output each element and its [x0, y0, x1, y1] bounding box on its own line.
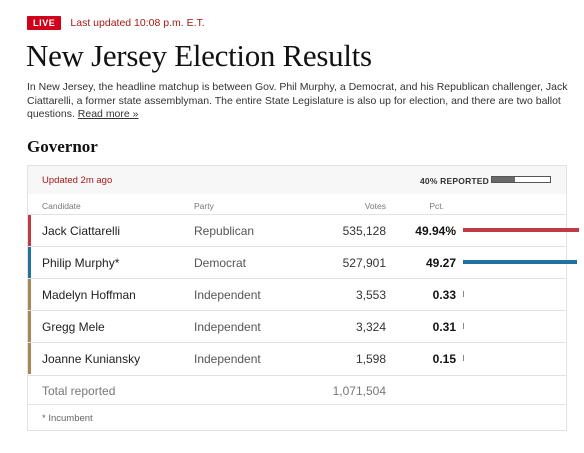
candidate-party: Independent	[194, 352, 261, 366]
party-color-stripe	[28, 279, 31, 310]
reported-label: 40% REPORTED	[420, 176, 490, 186]
candidate-votes: 3,324	[355, 320, 386, 334]
column-header-party: Party	[194, 201, 214, 211]
candidate-pct-bar	[463, 355, 464, 361]
candidate-name: Jack Ciattarelli	[42, 224, 121, 238]
footnote-row: * Incumbent	[28, 404, 566, 431]
live-badge: LIVE	[27, 16, 62, 30]
reported-progress-bar	[491, 176, 551, 183]
candidate-party: Independent	[194, 320, 261, 334]
results-header-bar: Updated 2m ago 40% REPORTED	[28, 166, 566, 194]
table-row: Madelyn Hoffman Independent 3,553 0.33	[28, 278, 566, 310]
candidate-name: Madelyn Hoffman	[42, 288, 136, 302]
candidate-name: Philip Murphy*	[42, 256, 120, 270]
candidate-pct: 0.15	[432, 352, 456, 366]
column-header-votes: Votes	[364, 201, 386, 211]
candidate-pct: 0.31	[432, 320, 456, 334]
section-title-governor: Governor	[27, 137, 98, 156]
candidate-votes: 1,598	[355, 352, 386, 366]
intro-paragraph: In New Jersey, the headline matchup is b…	[27, 81, 571, 122]
candidate-pct: 49.27	[425, 256, 456, 270]
table-row: Philip Murphy* Democrat 527,901 49.27	[28, 246, 577, 278]
column-header-pct: Pct.	[429, 201, 444, 211]
candidate-pct: 49.94%	[415, 224, 456, 238]
last-updated-text: Last updated 10:08 p.m. E.T.	[70, 17, 205, 29]
party-color-stripe	[28, 311, 31, 342]
candidate-party: Independent	[194, 288, 261, 302]
candidate-party: Democrat	[194, 256, 247, 270]
candidate-pct-bar	[463, 291, 464, 297]
total-reported-label: Total reported	[42, 384, 116, 398]
read-more-link[interactable]: Read more »	[77, 108, 139, 120]
reported-progress-fill	[492, 177, 516, 182]
table-row: Jack Ciattarelli Republican 535,128 49.9…	[28, 214, 579, 246]
candidate-votes: 527,901	[342, 256, 386, 270]
candidate-pct: 0.33	[432, 288, 456, 302]
party-color-stripe	[28, 343, 31, 374]
candidate-pct-bar	[463, 323, 464, 329]
incumbent-footnote: * Incumbent	[42, 413, 93, 424]
candidate-votes: 3,553	[355, 288, 386, 302]
governor-results-table: Updated 2m ago 40% REPORTED Candidate Pa…	[27, 165, 579, 431]
total-reported-votes: 1,071,504	[332, 384, 386, 398]
intro-text: In New Jersey, the headline matchup is b…	[27, 81, 568, 120]
candidate-pct-bar	[463, 260, 577, 264]
column-header-candidate: Candidate	[42, 201, 81, 211]
results-updated-text: Updated 2m ago	[42, 175, 113, 186]
party-color-stripe	[28, 215, 31, 246]
page-title: New Jersey Election Results	[26, 38, 372, 73]
table-row: Joanne Kuniansky Independent 1,598 0.15	[28, 342, 566, 374]
candidate-votes: 535,128	[342, 224, 386, 238]
candidate-name: Joanne Kuniansky	[42, 352, 141, 366]
candidate-name: Gregg Mele	[42, 320, 105, 334]
candidate-party: Republican	[194, 224, 255, 238]
candidate-pct-bar	[463, 228, 579, 232]
total-reported-row: Total reported 1,071,504	[28, 375, 566, 404]
table-row: Gregg Mele Independent 3,324 0.31	[28, 310, 566, 342]
party-color-stripe	[28, 247, 31, 278]
live-status-row: LIVE Last updated 10:08 p.m. E.T.	[27, 15, 205, 31]
